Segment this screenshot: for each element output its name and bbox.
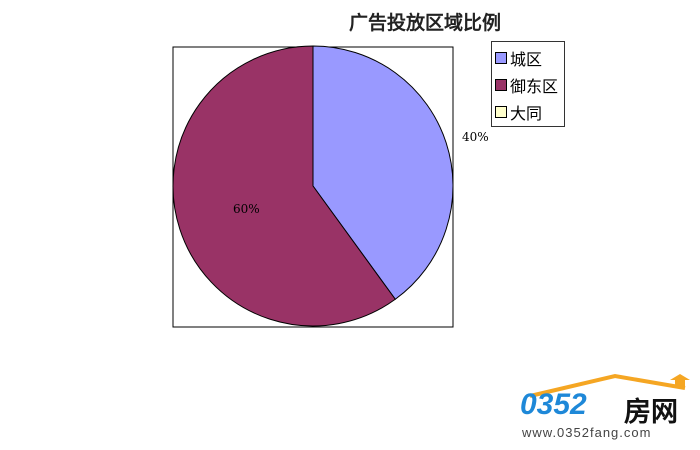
logo-number: 0352: [520, 388, 587, 421]
legend-label: 大同: [510, 104, 543, 123]
data-label-0: 40%: [462, 130, 489, 144]
legend-item-2: 大同: [495, 100, 542, 124]
legend: 城区 御东区 大同: [491, 41, 565, 127]
data-label-1: 60%: [233, 202, 260, 216]
pie-slice-0: [312, 45, 454, 300]
chart-title: 广告投放区域比例: [348, 12, 501, 34]
legend-swatch: [495, 79, 507, 91]
legend-swatch: [495, 106, 507, 118]
logo-url: www.0352fang.com: [522, 425, 652, 440]
roof-icon: [529, 373, 690, 398]
legend-item-0: 城区: [495, 46, 542, 70]
logo-text: 房网: [624, 397, 678, 428]
legend-item-1: 御东区: [495, 73, 558, 97]
site-logo: 0352 房网 www.0352fang.com: [520, 372, 695, 444]
legend-label: 御东区: [510, 77, 559, 96]
legend-label: 城区: [510, 50, 543, 69]
legend-swatch: [495, 52, 507, 64]
pie-slice-1: [172, 45, 396, 327]
